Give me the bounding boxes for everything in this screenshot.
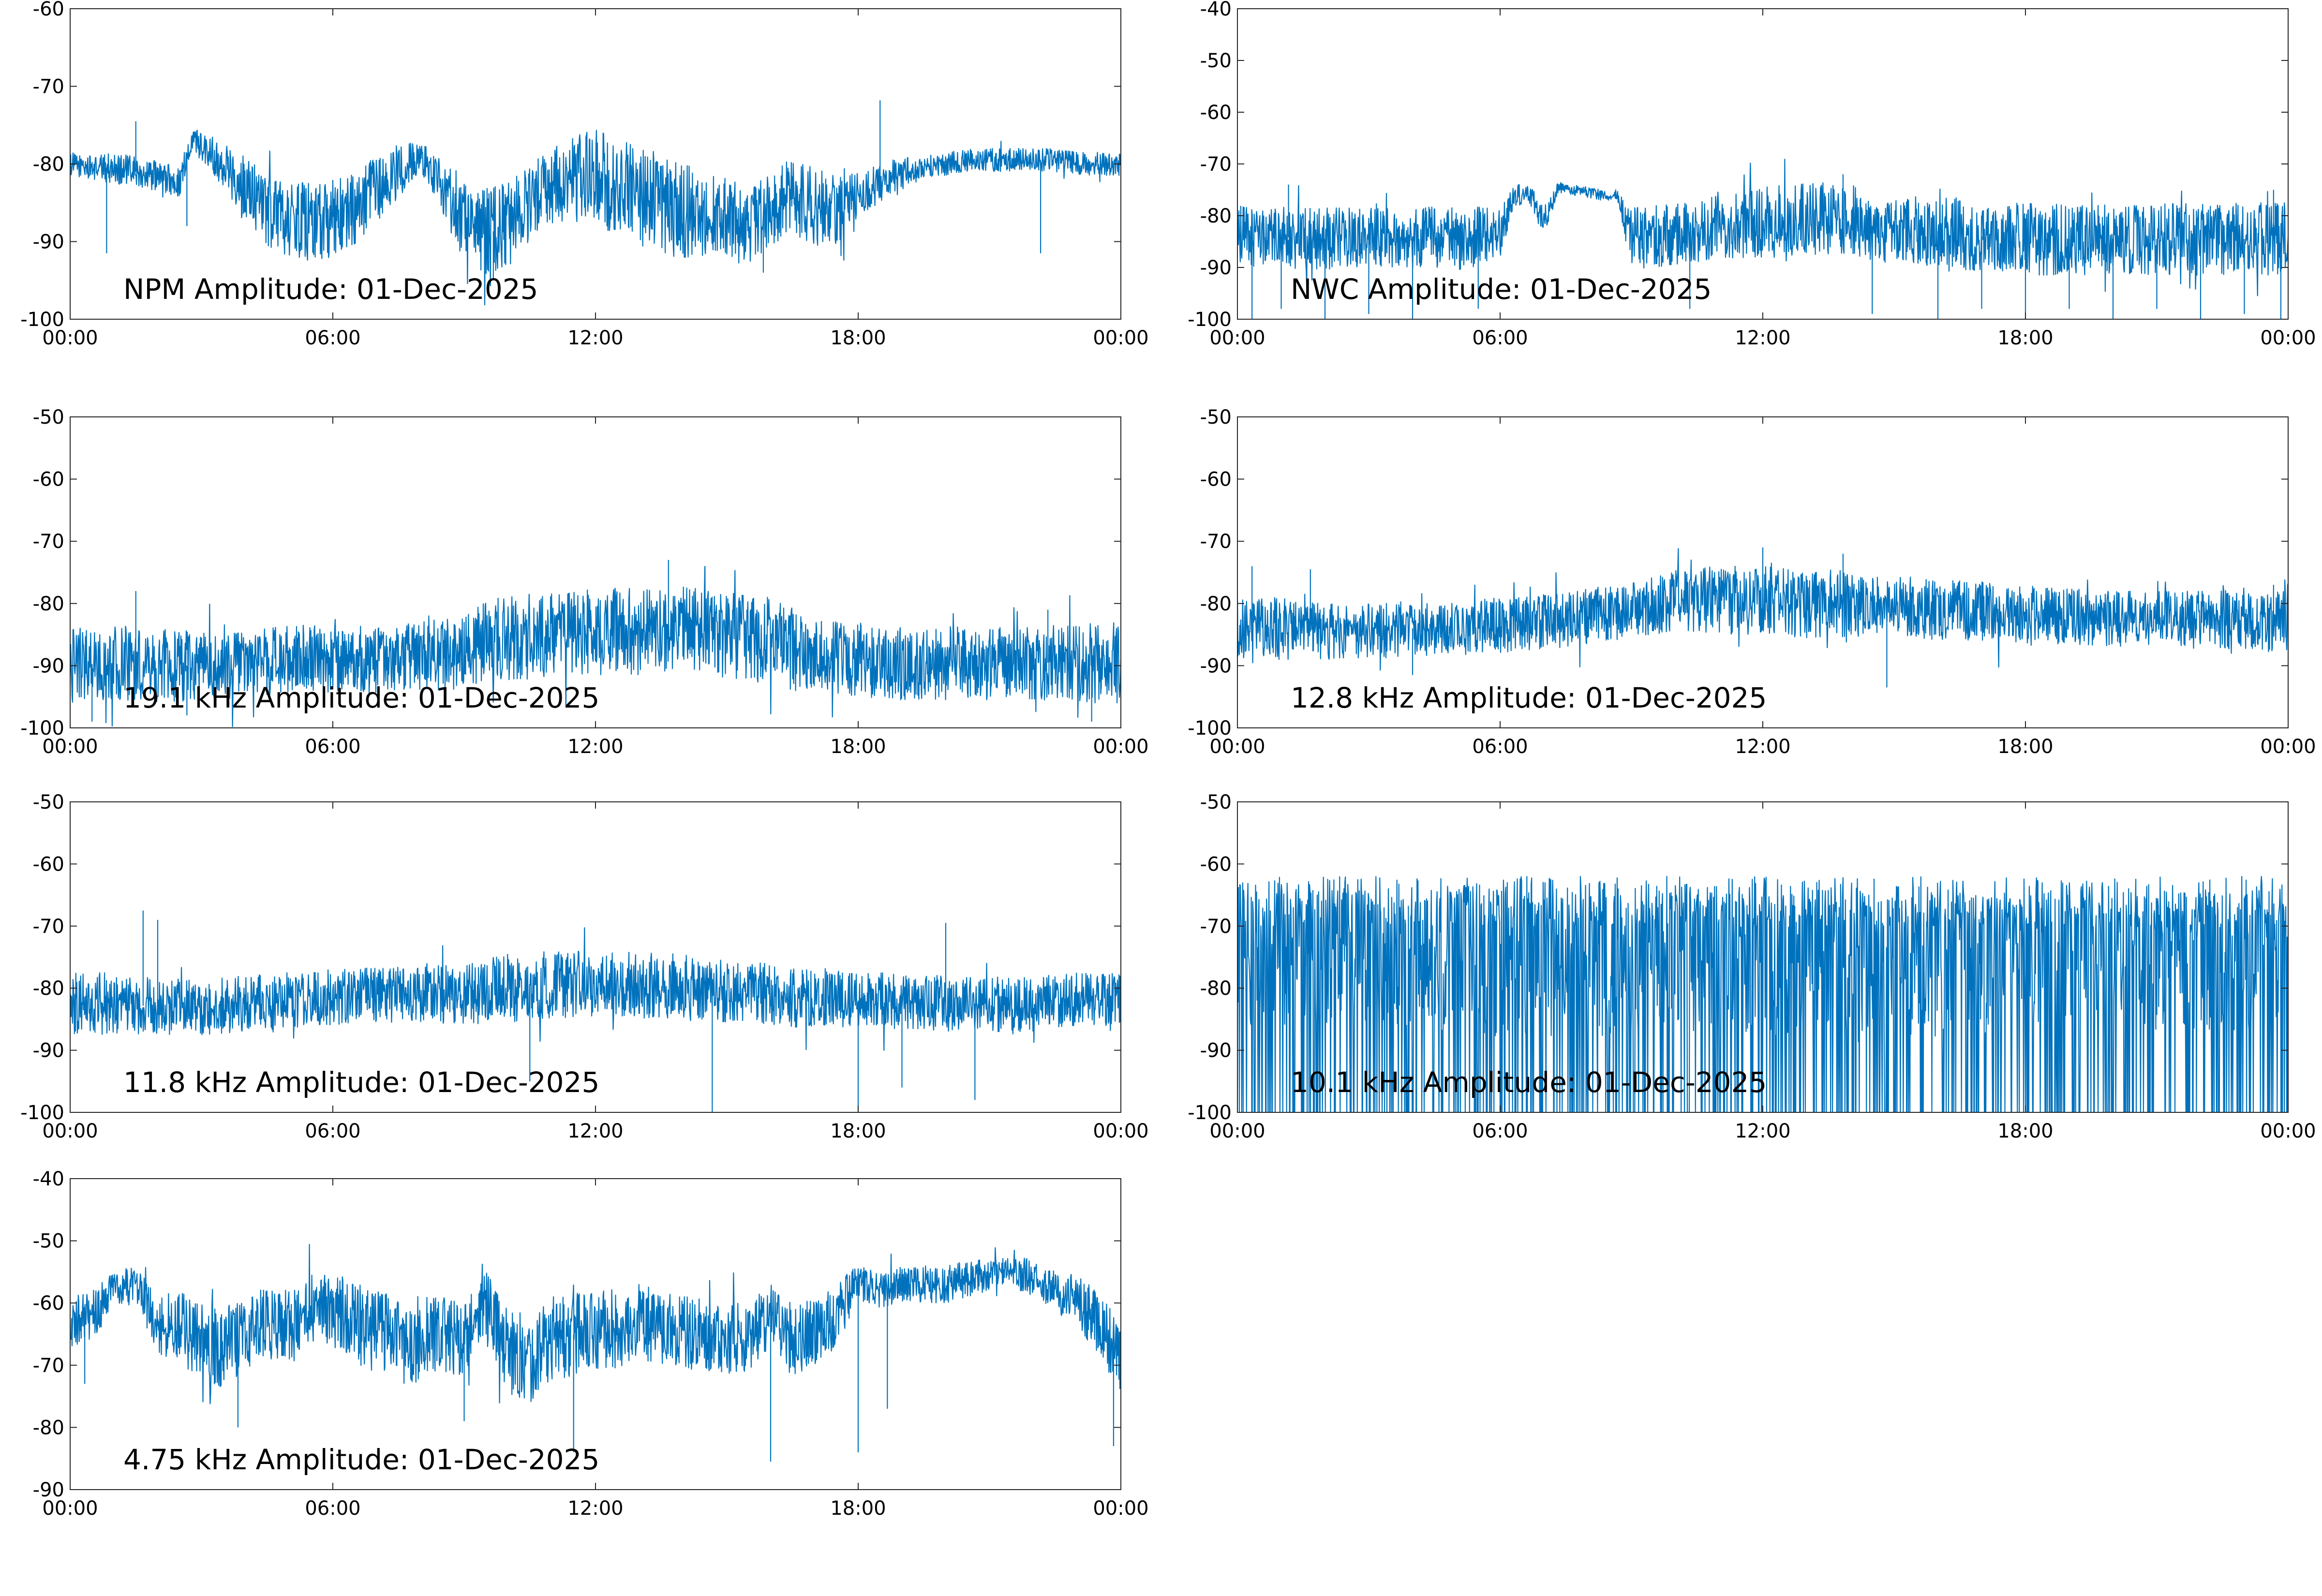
x-tick-label: 18:00 [830, 1497, 886, 1520]
y-tick-label: -60 [33, 1292, 64, 1315]
chart-panel-7: -90 -80 -70 -60 -50 -40 00:00 06:00 12:00 18:00 00… [33, 1168, 1149, 1520]
series-line [70, 1244, 1121, 1404]
y-tick-label: -80 [33, 977, 64, 1000]
chart-panel-5: -100 -90 -80 -70 -60 -50 00:00 06:00 12:00 18:00 0… [20, 791, 1148, 1142]
x-tick-label: 12:00 [567, 1120, 623, 1142]
x-tick-label: 18:00 [1997, 1120, 2053, 1142]
x-tick-label: 18:00 [830, 736, 886, 758]
y-tick-label: -80 [33, 593, 64, 615]
x-tick-label: 00:00 [1093, 1497, 1148, 1520]
y-tick-label: -50 [1200, 791, 1232, 813]
y-tick-label: -80 [33, 153, 64, 176]
y-tick-label: -60 [1200, 853, 1232, 875]
x-tick-label: 12:00 [567, 327, 623, 349]
x-tick-label: 00:00 [1093, 1120, 1148, 1142]
panel-title: 19.1 kHz Amplitude: 01-Dec-2025 [123, 681, 599, 714]
x-tick-label: 12:00 [1735, 1120, 1790, 1142]
series-line [70, 927, 1121, 1051]
y-tick-label: -70 [33, 916, 64, 938]
panel-title: NWC Amplitude: 01-Dec-2025 [1291, 273, 1712, 306]
y-tick-label: -60 [1200, 102, 1232, 124]
x-tick-label: 06:00 [305, 736, 360, 758]
x-tick-label: 06:00 [1472, 1120, 1528, 1142]
y-tick-label: -100 [20, 1102, 64, 1124]
x-tick-label: 06:00 [1472, 327, 1528, 349]
x-tick-label: 00:00 [2260, 736, 2316, 758]
y-tick-label: -100 [1188, 1102, 1232, 1124]
series-line [1237, 876, 2288, 1112]
y-tick-label: -60 [33, 469, 64, 491]
y-tick-label: -90 [1200, 1040, 1232, 1062]
y-tick-label: -40 [1200, 0, 1232, 20]
x-tick-label: 18:00 [830, 1120, 886, 1142]
y-tick-label: -50 [1200, 406, 1232, 429]
y-tick-label: -50 [1200, 50, 1232, 72]
x-tick-label: 06:00 [1472, 736, 1528, 758]
y-tick-label: -80 [1200, 593, 1232, 615]
x-tick-label: 00:00 [1209, 1120, 1265, 1142]
y-tick-label: -60 [33, 853, 64, 875]
x-tick-label: 06:00 [305, 1120, 360, 1142]
x-tick-label: 00:00 [42, 1120, 98, 1142]
x-tick-label: 00:00 [1209, 736, 1265, 758]
y-tick-label: -70 [1200, 531, 1232, 553]
y-tick-label: -70 [1200, 916, 1232, 938]
y-tick-label: -90 [33, 1479, 64, 1501]
y-tick-label: -100 [20, 717, 64, 739]
x-tick-label: 00:00 [2260, 327, 2316, 349]
series-line [70, 566, 1121, 727]
x-tick-label: 12:00 [567, 1497, 623, 1520]
x-tick-label: 18:00 [830, 327, 886, 349]
chart-panel-1: -100 -90 -80 -70 -60 00:00 06:00 12:00 18:00 00:0… [20, 0, 1148, 349]
y-tick-label: -60 [1200, 469, 1232, 491]
x-tick-label: 00:00 [1209, 327, 1265, 349]
panel-title: 4.75 kHz Amplitude: 01-Dec-2025 [123, 1443, 599, 1476]
x-tick-label: 12:00 [1735, 327, 1790, 349]
chart-panel-4: -100 -90 -80 -70 -60 -50 00:00 06:00 12:00 18:00 0… [1188, 406, 2316, 758]
y-tick-label: -70 [33, 531, 64, 553]
y-tick-label: -70 [33, 1355, 64, 1377]
y-tick-label: -50 [33, 406, 64, 429]
y-tick-label: -100 [1188, 309, 1232, 331]
y-tick-label: -70 [1200, 153, 1232, 176]
y-tick-label: -90 [33, 655, 64, 677]
x-tick-label: 00:00 [42, 1497, 98, 1520]
y-tick-label: -50 [33, 1230, 64, 1253]
y-tick-label: -100 [1188, 717, 1232, 739]
x-tick-label: 06:00 [305, 1497, 360, 1520]
y-tick-label: -60 [33, 0, 64, 20]
x-tick-label: 00:00 [2260, 1120, 2316, 1142]
y-tick-label: -40 [33, 1168, 64, 1190]
y-tick-label: -80 [1200, 977, 1232, 1000]
panel-title: 12.8 kHz Amplitude: 01-Dec-2025 [1291, 681, 1767, 714]
y-tick-label: -100 [20, 309, 64, 331]
y-tick-label: -70 [33, 76, 64, 98]
x-tick-label: 00:00 [42, 736, 98, 758]
panel-title: 11.8 kHz Amplitude: 01-Dec-2025 [123, 1066, 599, 1099]
x-tick-label: 18:00 [1997, 736, 2053, 758]
y-tick-label: -50 [33, 791, 64, 813]
chart-panel-3: -100 -90 -80 -70 -60 -50 00:00 06:00 12:00 18:00 0… [20, 406, 1148, 758]
panel-title: 10.1 kHz Amplitude: 01-Dec-2025 [1291, 1066, 1767, 1099]
y-tick-label: -80 [1200, 205, 1232, 227]
chart-panel-6: -100 -90 -80 -70 -60 -50 00:00 06:00 12:00 18:00 0… [1188, 791, 2316, 1142]
y-tick-label: -90 [33, 1040, 64, 1062]
series-line [70, 130, 1121, 306]
chart-panel-2: -100 -90 -80 -70 -60 -50 -40 00:00 06:00 12:00 18:… [1188, 0, 2316, 349]
y-tick-label: -80 [33, 1417, 64, 1439]
x-tick-label: 00:00 [1093, 736, 1148, 758]
y-tick-label: -90 [1200, 655, 1232, 677]
x-tick-label: 00:00 [1093, 327, 1148, 349]
x-tick-label: 12:00 [567, 736, 623, 758]
y-tick-label: -90 [1200, 257, 1232, 279]
x-tick-label: 00:00 [42, 327, 98, 349]
x-tick-label: 06:00 [305, 327, 360, 349]
panel-title: NPM Amplitude: 01-Dec-2025 [123, 273, 538, 306]
y-tick-label: -90 [33, 231, 64, 253]
x-tick-label: 18:00 [1997, 327, 2053, 349]
x-tick-label: 12:00 [1735, 736, 1790, 758]
